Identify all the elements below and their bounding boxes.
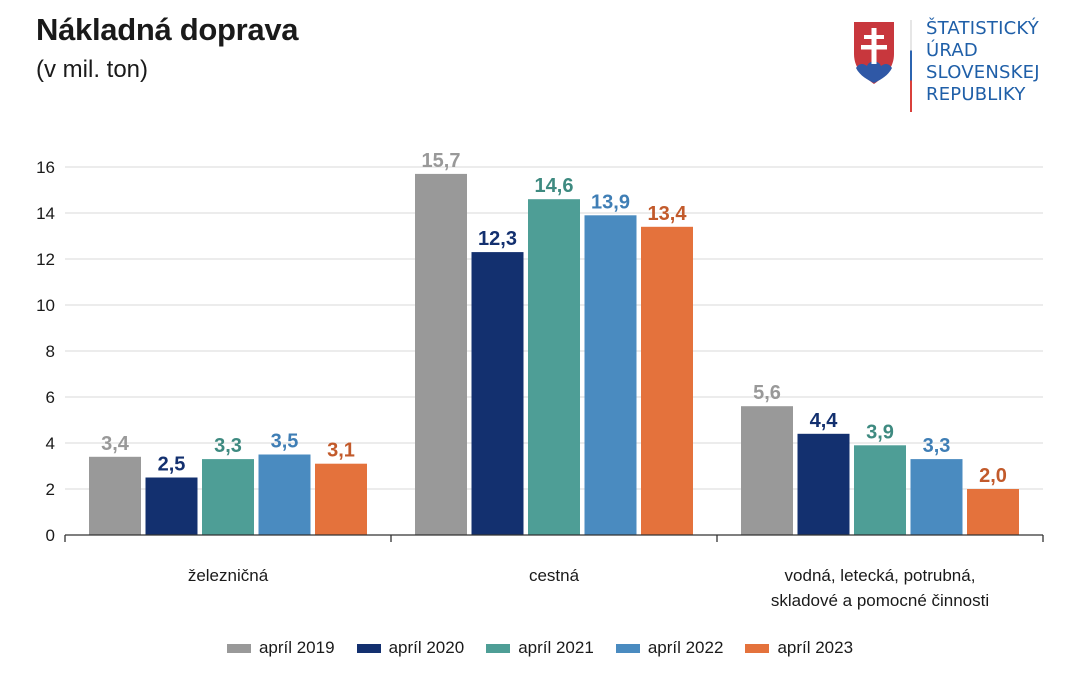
logo-divider [910,20,912,112]
bar [641,226,693,536]
bar [315,463,367,535]
data-label: 3,9 [866,421,894,443]
legend-swatch [226,643,251,653]
legend-label: apríl 2023 [777,638,854,657]
legend-label: apríl 2022 [647,638,724,657]
y-tick-label: 2 [46,480,55,499]
legend-item: apríl 2019 [226,638,335,658]
legend: apríl 2019 apríl 2020 apríl 2021 apríl 2022… [0,638,1080,658]
y-axis-ticks: 0 2 4 6 8 10 12 14 16 [36,158,55,545]
data-label: 5,6 [753,382,781,404]
data-label: 13,9 [591,191,630,213]
data-label: 3,3 [923,435,951,457]
logo-line-2: ÚRAD [926,40,978,61]
legend-item: apríl 2023 [745,638,853,658]
legend-label: apríl 2021 [518,638,594,657]
legend-swatch [486,643,511,653]
legend-item: apríl 2020 [356,638,465,658]
chart-subtitle: (v mil. ton) [36,56,149,83]
data-label: 3,4 [101,433,130,455]
x-axis [64,534,1044,542]
bar [528,199,580,535]
logo-line-3: SLOVENSKEJ [926,62,1040,83]
logo-text: ŠTATISTICKÝ ÚRAD SLOVENSKEJ REPUBLIKY [926,18,1040,106]
data-label: 13,4 [648,203,688,225]
bar [854,445,906,535]
category-label: skladové a pomocné činnosti [771,591,989,610]
bar [584,215,637,536]
value-labels: 3,4 2,5 3,3 3,5 3,1 15,7 12,3 14,6 13,9 13,4 5,6 4,… [101,150,1007,487]
bar [145,477,198,535]
legend-swatch [615,643,640,653]
data-label: 2,5 [158,454,186,476]
legend-swatch [745,643,770,653]
bar [89,456,141,535]
slovak-coat-of-arms-icon [854,22,894,84]
y-tick-label: 12 [36,250,55,269]
data-label: 3,5 [271,431,299,453]
bar [797,433,850,535]
data-label: 4,4 [810,410,839,432]
legend-item: apríl 2021 [486,638,594,658]
category-label: vodná, letecká, potrubná, [785,566,976,585]
legend-label: apríl 2019 [258,638,335,657]
bar [741,406,793,535]
data-label: 2,0 [979,465,1007,487]
legend-label: apríl 2020 [388,638,465,657]
category-label: železničná [188,566,269,585]
logo-line-1: ŠTATISTICKÝ [926,18,1039,39]
bar-chart: 0 2 4 6 8 10 12 14 16 3,4 2,5 3,3 3,5 3,1 15,7 12,3 14,… [36,150,1044,610]
y-tick-label: 4 [46,434,55,453]
bar [910,459,963,535]
legend-item: apríl 2022 [615,638,724,658]
y-tick-label: 16 [36,158,55,177]
data-label: 14,6 [535,175,574,197]
bar [471,252,524,535]
bar [415,173,467,535]
data-label: 3,1 [327,440,355,462]
category-labels: železničná cestná vodná, letecká, potrubná… [188,566,989,610]
bar [258,454,311,535]
y-tick-label: 8 [46,342,55,361]
legend-swatch [356,643,381,653]
logo-line-4: REPUBLIKY [926,84,1026,105]
y-tick-label: 0 [46,526,55,545]
y-tick-label: 6 [46,388,55,407]
y-tick-label: 10 [36,296,55,315]
statistics-office-logo: ŠTATISTICKÝ ÚRAD SLOVENSKEJ REPUBLIKY [852,18,1052,118]
bar [967,489,1019,535]
data-label: 15,7 [422,150,461,172]
data-label: 3,3 [214,435,242,457]
bar [202,459,254,535]
y-tick-label: 14 [36,204,55,223]
data-label: 12,3 [478,228,517,250]
category-label: cestná [529,566,580,585]
bars [89,173,1019,536]
chart-title: Nákladná doprava [36,12,299,47]
